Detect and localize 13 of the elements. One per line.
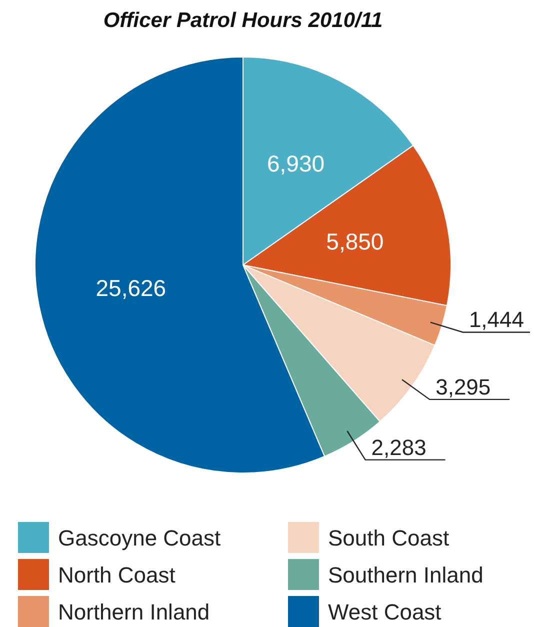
legend-label: Southern Inland — [328, 562, 484, 588]
data-label: 6,930 — [266, 150, 325, 177]
legend-label: Northern Inland — [58, 600, 210, 625]
chart-title: Officer Patrol Hours 2010/11 — [103, 9, 383, 32]
legend-label: South Coast — [328, 526, 450, 551]
data-label: 1,444 — [468, 307, 524, 332]
legend-label: West Coast — [328, 600, 442, 625]
legend-label: North Coast — [58, 562, 176, 588]
data-label: 3,295 — [436, 374, 491, 400]
data-label: 2,283 — [371, 434, 426, 460]
data-label: 25,626 — [96, 274, 166, 301]
legend-label: Gascoyne Coast — [58, 526, 221, 551]
data-label: 5,850 — [326, 228, 384, 254]
